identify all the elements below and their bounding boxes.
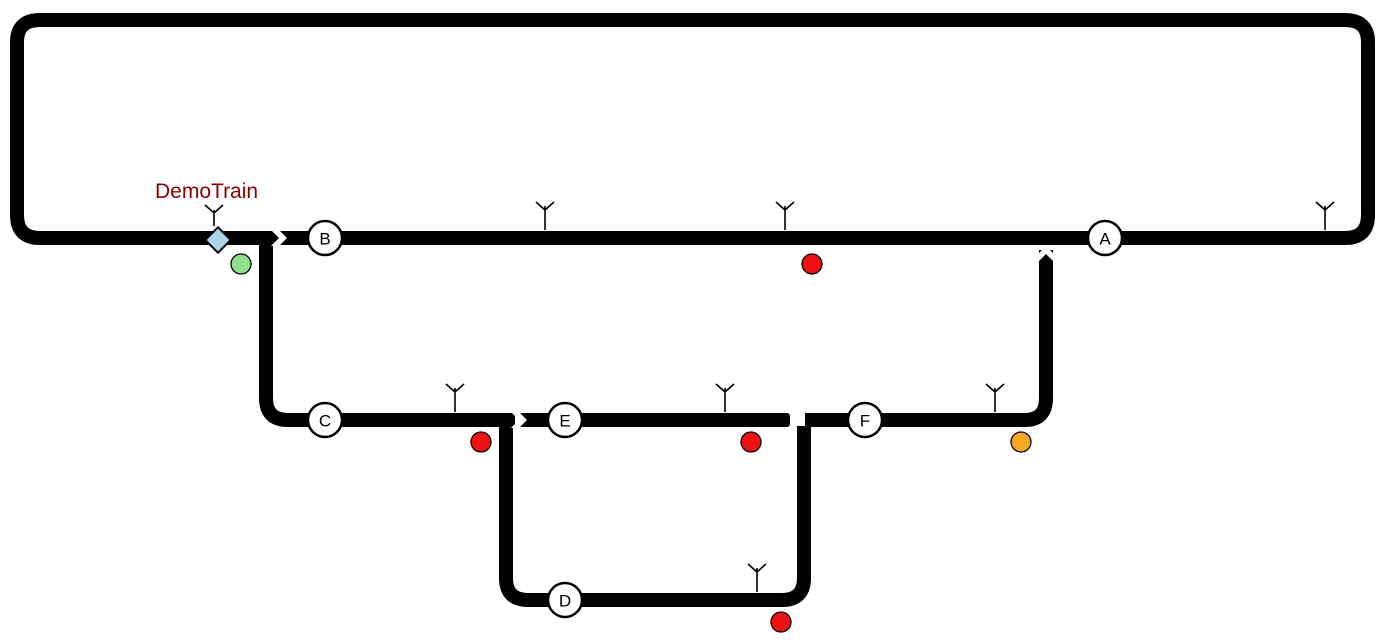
signal-light-red[interactable]	[470, 431, 492, 453]
antenna-icon	[445, 383, 465, 412]
station-label: A	[1099, 230, 1111, 249]
station-label: C	[319, 412, 331, 431]
train-label: DemoTrain	[155, 180, 258, 203]
signal-light-green[interactable]	[230, 253, 252, 275]
diamond-icon[interactable]	[203, 225, 233, 255]
station-node[interactable]	[306, 401, 344, 439]
track-branch-west	[259, 240, 515, 427]
switch-f[interactable]	[787, 412, 803, 428]
station-label: B	[319, 230, 330, 249]
signal-light-red[interactable]	[740, 431, 762, 453]
antenna-icon	[204, 204, 224, 226]
station-a[interactable]: A	[1086, 219, 1124, 257]
station-label: F	[860, 412, 870, 431]
signal-light-red[interactable]	[770, 611, 792, 633]
station-node[interactable]	[846, 401, 884, 439]
station-label: D	[559, 592, 571, 611]
switch-a[interactable]	[1038, 246, 1054, 262]
track-f-a	[805, 250, 1053, 427]
station-c[interactable]: C	[306, 401, 344, 439]
station-f[interactable]: F	[846, 401, 884, 439]
antenna-icon	[535, 201, 555, 230]
track-main-loop	[10, 13, 1375, 245]
antenna-icon	[747, 563, 767, 592]
station-e[interactable]: E	[546, 401, 584, 439]
signal-light-orange[interactable]	[1010, 431, 1032, 453]
antenna-icon	[1315, 201, 1335, 230]
antenna-icon	[715, 383, 735, 412]
station-node[interactable]	[546, 581, 584, 619]
station-label: E	[559, 412, 570, 431]
switch-b[interactable]	[271, 230, 287, 246]
track-lower-loop	[499, 426, 811, 607]
station-node[interactable]	[306, 219, 344, 257]
antenna-icon	[775, 201, 795, 230]
antenna-icon	[985, 383, 1005, 412]
signal-light-red[interactable]	[801, 253, 823, 275]
switch-e[interactable]	[511, 412, 527, 428]
station-b[interactable]: B	[306, 219, 344, 257]
station-node[interactable]	[1086, 219, 1124, 257]
train[interactable]: DemoTrain	[155, 180, 258, 255]
station-node[interactable]	[546, 401, 584, 439]
station-d[interactable]: D	[546, 581, 584, 619]
